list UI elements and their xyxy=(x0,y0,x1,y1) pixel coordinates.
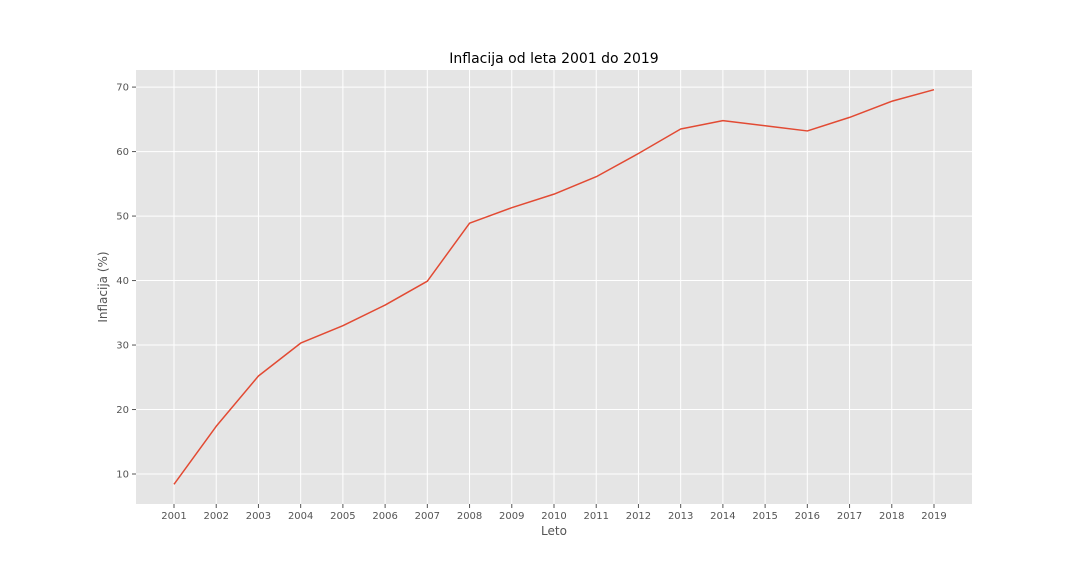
y-axis-label: Inflacija (%) xyxy=(96,251,110,322)
x-tick-label: 2015 xyxy=(752,511,777,522)
x-tick-label: 2005 xyxy=(330,511,355,522)
y-tick-label: 30 xyxy=(116,341,129,352)
x-tick-label: 2016 xyxy=(795,511,820,522)
x-tick-label: 2017 xyxy=(837,511,862,522)
x-tick-label: 2004 xyxy=(288,511,313,522)
x-tick-label: 2018 xyxy=(879,511,904,522)
grid-lines xyxy=(136,70,972,504)
x-tick-label: 2008 xyxy=(457,511,482,522)
y-axis-ticks: 10 20 30 40 50 60 70 xyxy=(116,83,136,481)
x-tick-label: 2003 xyxy=(246,511,271,522)
series-layer xyxy=(173,88,935,485)
x-tick-label: 2009 xyxy=(499,511,524,522)
series-line xyxy=(173,88,935,485)
chart-title: Inflacija od leta 2001 do 2019 xyxy=(449,51,658,67)
x-tick-label: 2002 xyxy=(203,511,228,522)
x-tick-label: 2012 xyxy=(626,511,651,522)
x-tick-label: 2007 xyxy=(415,511,440,522)
y-tick-label: 70 xyxy=(116,83,129,94)
y-tick-label: 50 xyxy=(116,212,129,223)
x-axis-ticks: 2001 2002 2003 2004 2005 2006 2007 2008 2009 2010… xyxy=(161,504,947,522)
x-tick-label: 2001 xyxy=(161,511,186,522)
x-tick-label: 2019 xyxy=(921,511,946,522)
x-tick-label: 2006 xyxy=(372,511,397,522)
y-tick-label: 20 xyxy=(116,405,129,416)
x-tick-label: 2014 xyxy=(710,511,735,522)
x-tick-label: 2013 xyxy=(668,511,693,522)
y-tick-label: 40 xyxy=(116,276,129,287)
y-tick-label: 60 xyxy=(116,147,129,158)
y-tick-label: 10 xyxy=(116,470,129,481)
x-tick-label: 2011 xyxy=(583,511,608,522)
x-axis-label: Leto xyxy=(541,524,567,538)
x-tick-label: 2010 xyxy=(541,511,566,522)
